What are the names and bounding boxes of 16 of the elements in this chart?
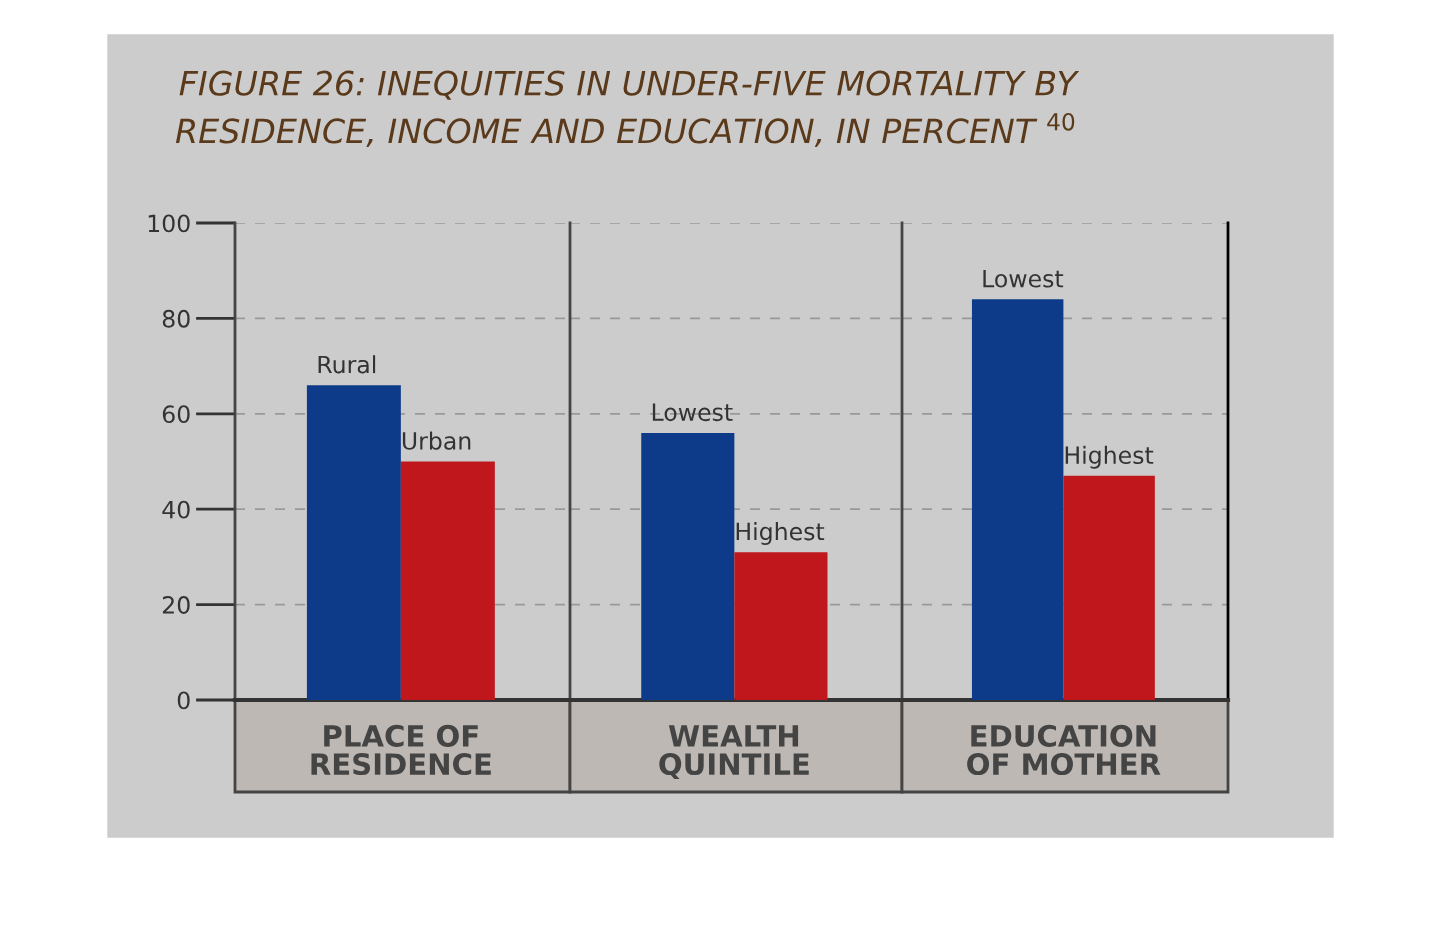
- series-label: Urban: [402, 431, 471, 450]
- series-label: Rural: [318, 355, 376, 374]
- y-tick-label: 80: [162, 309, 190, 328]
- series-label: Lowest: [983, 270, 1064, 288]
- y-tick-label: 100: [148, 214, 190, 233]
- series-label: Lowest: [652, 403, 733, 422]
- y-tick-label: 40: [162, 500, 190, 519]
- series-label: Highest: [736, 522, 825, 545]
- x-tick-label: WEALTH QUINTILE: [659, 725, 809, 779]
- series-label: Highest: [1065, 445, 1154, 469]
- y-tick-label: 20: [162, 596, 190, 614]
- x-tick-label: EDUCATION OF MOTHER: [967, 724, 1161, 776]
- x-tick-label: PLACE OF RESIDENCE: [311, 724, 491, 776]
- chart-title: FIGURE 26: INEQUITIES IN UNDER-FIVE MORTALITY BY RESIDENCE, INCOME AND EDUCATION, IN PERCENT $^{40}$: [175, 70, 1080, 147]
- y-tick-label: 0: [177, 691, 190, 710]
- y-tick-label: 60: [162, 405, 190, 424]
